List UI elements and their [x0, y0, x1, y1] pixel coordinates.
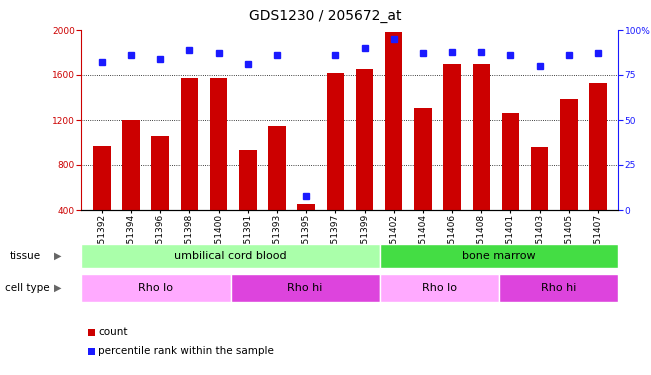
Bar: [239, 150, 256, 210]
Bar: [385, 32, 402, 210]
Bar: [230, 274, 380, 302]
Text: Rho hi: Rho hi: [288, 283, 323, 293]
Bar: [443, 64, 461, 210]
Text: ▶: ▶: [54, 251, 62, 261]
Bar: [210, 78, 227, 210]
Bar: [81, 274, 230, 302]
Bar: [560, 99, 577, 210]
Bar: [268, 126, 286, 210]
Text: GDS1230 / 205672_at: GDS1230 / 205672_at: [249, 9, 402, 23]
Bar: [298, 204, 315, 210]
Text: percentile rank within the sample: percentile rank within the sample: [98, 346, 274, 356]
Text: umbilical cord blood: umbilical cord blood: [174, 251, 287, 261]
Text: Rho hi: Rho hi: [541, 283, 577, 293]
Bar: [327, 73, 344, 210]
Bar: [589, 83, 607, 210]
Bar: [380, 274, 499, 302]
Text: Rho lo: Rho lo: [422, 283, 457, 293]
Text: cell type: cell type: [5, 283, 50, 293]
Bar: [93, 146, 111, 210]
Bar: [531, 147, 548, 210]
Bar: [414, 108, 432, 210]
Bar: [355, 69, 373, 210]
Bar: [380, 244, 618, 268]
Text: bone marrow: bone marrow: [462, 251, 536, 261]
Bar: [180, 78, 198, 210]
Text: count: count: [98, 327, 128, 337]
Bar: [499, 274, 618, 302]
Bar: [81, 244, 380, 268]
Bar: [473, 64, 490, 210]
Bar: [502, 113, 519, 210]
Text: tissue: tissue: [10, 251, 41, 261]
Bar: [152, 136, 169, 210]
Bar: [122, 120, 140, 210]
Text: Rho lo: Rho lo: [139, 283, 173, 293]
Text: ▶: ▶: [54, 283, 62, 293]
